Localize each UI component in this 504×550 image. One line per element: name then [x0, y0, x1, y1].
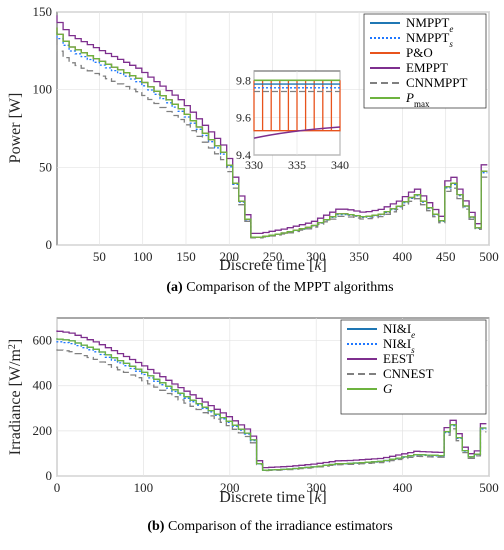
panel-a-series-lines [56, 15, 488, 239]
inset-series-emppt [253, 126, 341, 139]
panel-b: 0 100 200 300 400 500 0 200 400 600 Irradiance [W… [7, 317, 499, 534]
inset-y-tick-label: 9.4 [236, 148, 251, 162]
legend-label: P&O [406, 45, 433, 60]
x-tick-label: 150 [176, 249, 196, 264]
panel-a: 50 100 150 200 250 300 350 400 450 500 0 50 100 150 P… [7, 4, 499, 295]
inset-x-tick-label: 340 [331, 158, 349, 172]
inset-y-tick-label: 9.6 [236, 111, 251, 125]
inset-y-tick-label: 9.8 [236, 73, 251, 87]
legend-label: G [383, 381, 393, 396]
y-tick-label: 200 [33, 423, 53, 438]
x-tick-label: 300 [306, 480, 326, 495]
series-line-cnnmppt [56, 44, 488, 239]
x-tick-label: 50 [93, 249, 106, 264]
x-tick-label: 450 [436, 249, 456, 264]
series-line-g [56, 338, 487, 471]
y-tick-label: 50 [39, 159, 52, 174]
y-tick-label: 150 [33, 4, 53, 19]
inset-series-po [253, 80, 341, 132]
panel-a-xlabel: Discrete time [k] [219, 257, 327, 274]
inset-x-tick-label: 335 [288, 158, 306, 172]
panel-b-caption: (b) Comparison of the irradiance estimat… [147, 519, 392, 534]
series-line-eest [56, 330, 487, 469]
y-tick-label: 600 [33, 333, 53, 348]
x-tick-label: 200 [220, 480, 240, 495]
legend-label: NMPPTe [406, 15, 453, 34]
panel-a-legend-box [363, 13, 487, 109]
x-tick-label: 400 [393, 249, 413, 264]
y-tick-label: 0 [46, 468, 53, 483]
panel-b-legend-box [340, 319, 487, 415]
y-tick-label: 100 [33, 82, 53, 97]
series-line-emppt [56, 15, 488, 235]
panel-a-caption: (a) Comparison of the MPPT algorithms [166, 280, 393, 295]
legend-label: CNNEST [383, 366, 434, 381]
panel-b-xlabel: Discrete time [k] [219, 489, 327, 506]
panel-b-series-lines [56, 330, 487, 472]
series-line-pmax [56, 27, 488, 238]
panel-a-ylabel: Power [W] [7, 93, 24, 164]
x-tick-label: 0 [54, 480, 61, 495]
panel-a-inset: 330 335 340 9.4 9.6 9.8 [236, 70, 349, 172]
legend-label: NI&Ie [383, 321, 415, 340]
inset-x-tick-label: 330 [245, 158, 263, 172]
x-tick-label: 100 [134, 480, 154, 495]
legend-label: EEST [383, 351, 414, 366]
x-tick-label: 500 [479, 249, 499, 264]
panel-b-ylabel: Irradiance [W/m2] [7, 339, 25, 455]
legend-label: CNNMPPT [406, 75, 467, 90]
x-tick-label: 300 [306, 249, 326, 264]
x-tick-label: 250 [263, 249, 283, 264]
legend-label: NI&Is [383, 336, 415, 355]
x-tick-label: 350 [349, 249, 369, 264]
legend-label: NMPPTs [406, 30, 453, 49]
panel-b-ticks: 0 100 200 300 400 500 0 200 400 600 [33, 333, 499, 495]
panel-a-ticks: 50 100 150 200 250 300 350 400 450 500 0 50 100 150 [33, 4, 499, 264]
legend-label: Pmax [405, 90, 430, 109]
y-tick-label: 400 [33, 378, 53, 393]
x-tick-label: 400 [393, 480, 413, 495]
x-tick-label: 100 [133, 249, 153, 264]
x-tick-label: 200 [220, 249, 240, 264]
x-tick-label: 500 [479, 480, 499, 495]
legend-label: EMPPT [406, 60, 448, 75]
y-tick-label: 0 [46, 237, 53, 252]
